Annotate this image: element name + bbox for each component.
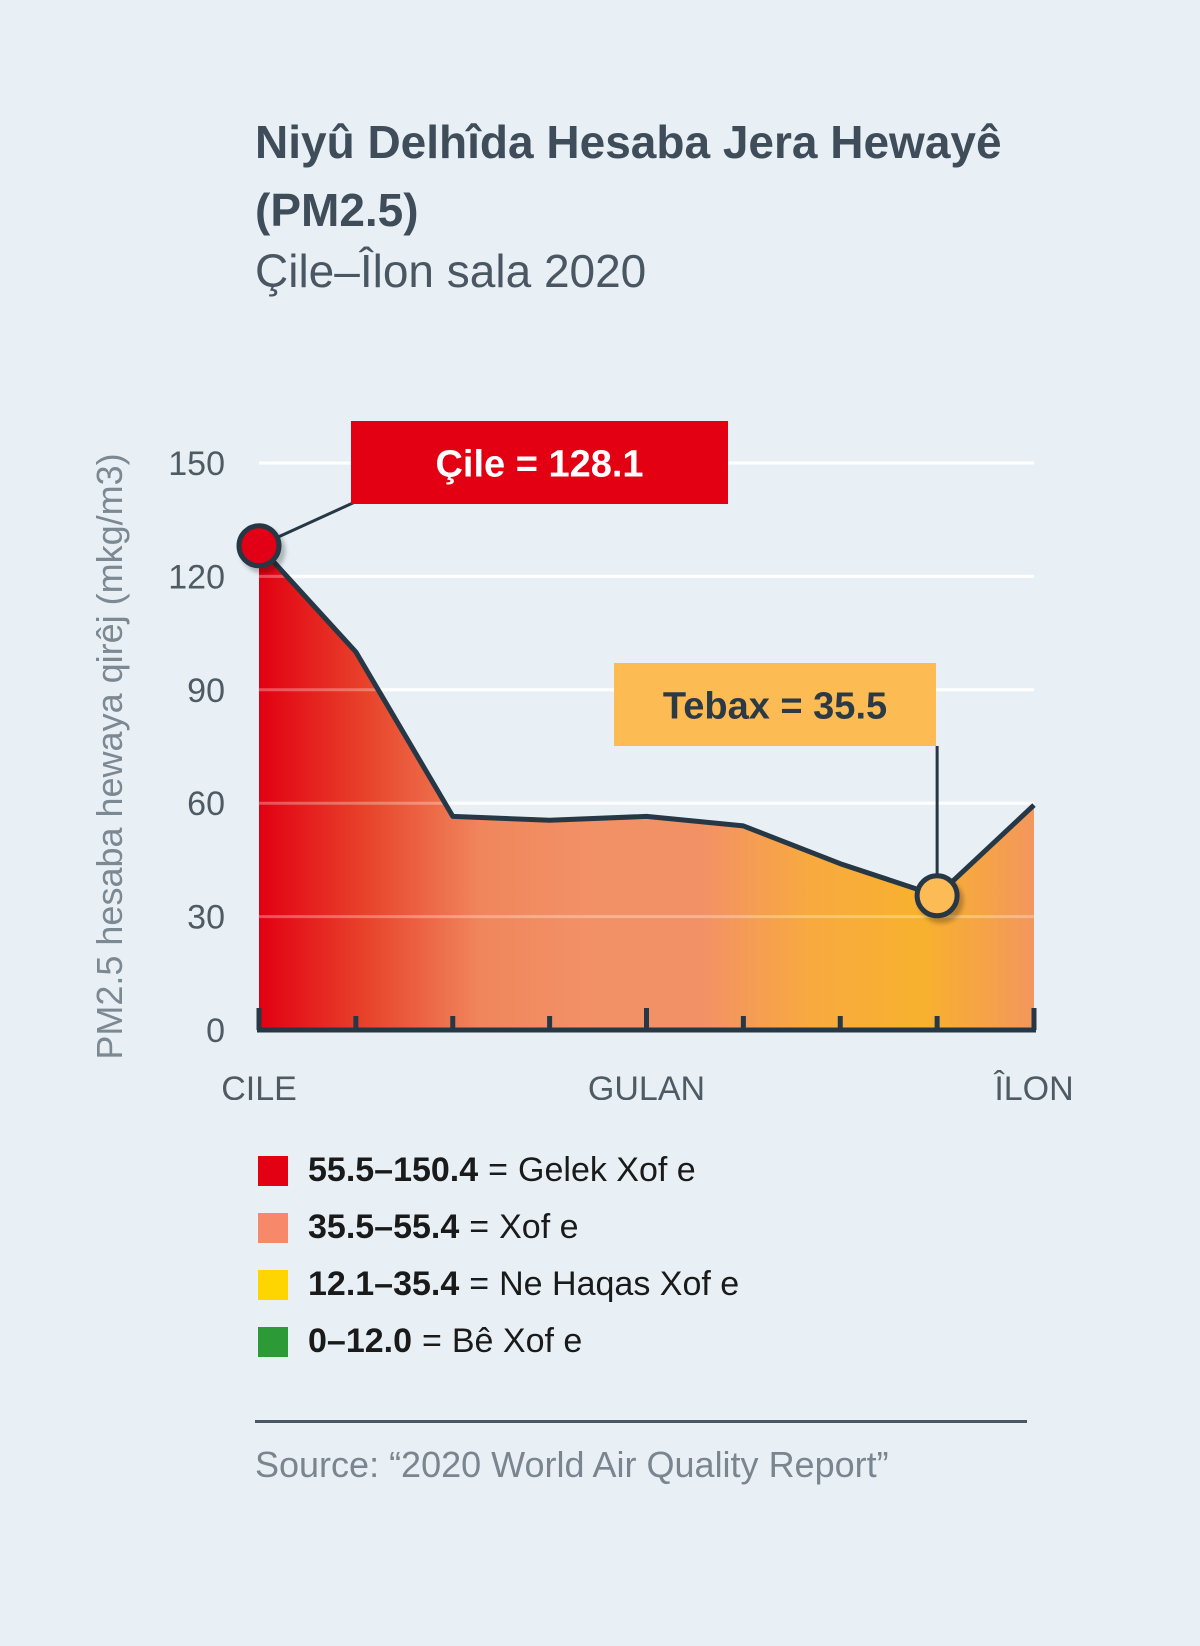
annotation-box <box>351 421 728 504</box>
pm25-area-chart: 0 30 60 90 120 150 ÇILE GULAN ÎLON PM2.5 hesaba… <box>89 421 1074 1100</box>
divider <box>255 1420 1027 1423</box>
legend-label: Xof e <box>499 1208 579 1246</box>
legend-eq: = <box>422 1322 442 1360</box>
legend-range: 55.5–150.4 <box>308 1151 479 1189</box>
y-tick-label: 30 <box>187 899 225 937</box>
legend-eq: = <box>469 1208 490 1246</box>
legend-swatch <box>258 1212 288 1243</box>
legend-item: 55.5–150.4 = Gelek Xof e <box>258 1142 739 1199</box>
legend-range: 0–12.0 <box>308 1322 412 1360</box>
y-tick-label: 150 <box>168 445 225 483</box>
legend-label: Gelek Xof e <box>518 1151 696 1189</box>
x-tick-label: GULAN <box>588 1070 705 1100</box>
x-tick-label: ÇILE <box>221 1070 297 1100</box>
legend-item: 35.5–55.4 = Xof e <box>258 1199 739 1256</box>
annotation-label: Tebax = 35.5 <box>663 686 887 728</box>
legend-swatch <box>258 1269 288 1300</box>
highlight-point <box>236 523 282 569</box>
area-fill <box>259 545 1034 1030</box>
chart-title: Niyû Delhîda Hesaba Jera Hewayê (PM2.5) <box>255 116 1002 236</box>
legend-eq: = <box>488 1151 509 1189</box>
legend-range: 12.1–35.4 <box>308 1265 460 1303</box>
source-note: Source: “2020 World Air Quality Report” <box>255 1444 889 1485</box>
series-line <box>257 544 1036 899</box>
legend-item: 0–12.0 = Bê Xof e <box>258 1313 739 1370</box>
legend-swatch <box>258 1326 288 1357</box>
legend-range: 35.5–55.4 <box>308 1208 460 1246</box>
annotation-box <box>614 663 936 746</box>
legend-swatch <box>258 1155 288 1186</box>
chart-subtitle: Çile–Îlon sala 2020 <box>255 245 647 297</box>
y-tick-label: 90 <box>187 672 225 710</box>
y-tick-label: 0 <box>206 1012 225 1050</box>
x-tick-label: ÎLON <box>993 1070 1073 1100</box>
legend: 55.5–150.4 = Gelek Xof e 35.5–55.4 = Xof… <box>258 1142 739 1370</box>
y-axis-label: PM2.5 hesaba hewaya qirêj (mkg/m3) <box>89 453 130 1059</box>
legend-eq: = <box>469 1265 490 1303</box>
y-tick-label: 60 <box>187 785 225 823</box>
highlight-point <box>914 873 960 919</box>
legend-label: Bê Xof e <box>451 1322 583 1360</box>
legend-item: 12.1–35.4 = Ne Haqas Xof e <box>258 1256 739 1313</box>
legend-label: Ne Haqas Xof e <box>499 1265 740 1303</box>
annotation-label: Çile = 128.1 <box>435 444 643 486</box>
y-tick-label: 120 <box>168 558 225 596</box>
